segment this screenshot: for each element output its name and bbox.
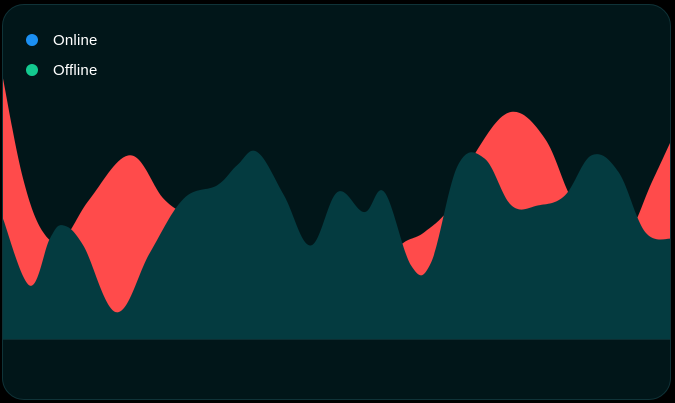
- legend-item-online[interactable]: Online: [26, 30, 98, 50]
- online-dot-icon: [26, 34, 38, 46]
- chart-card: Online Offline: [2, 4, 671, 400]
- legend-label-online: Online: [53, 31, 98, 49]
- area-chart: [3, 78, 670, 340]
- offline-dot-icon: [26, 64, 38, 76]
- legend-item-offline[interactable]: Offline: [26, 60, 98, 80]
- area-series-1: [3, 150, 670, 339]
- legend-label-offline: Offline: [53, 61, 98, 79]
- legend: Online Offline: [26, 30, 98, 90]
